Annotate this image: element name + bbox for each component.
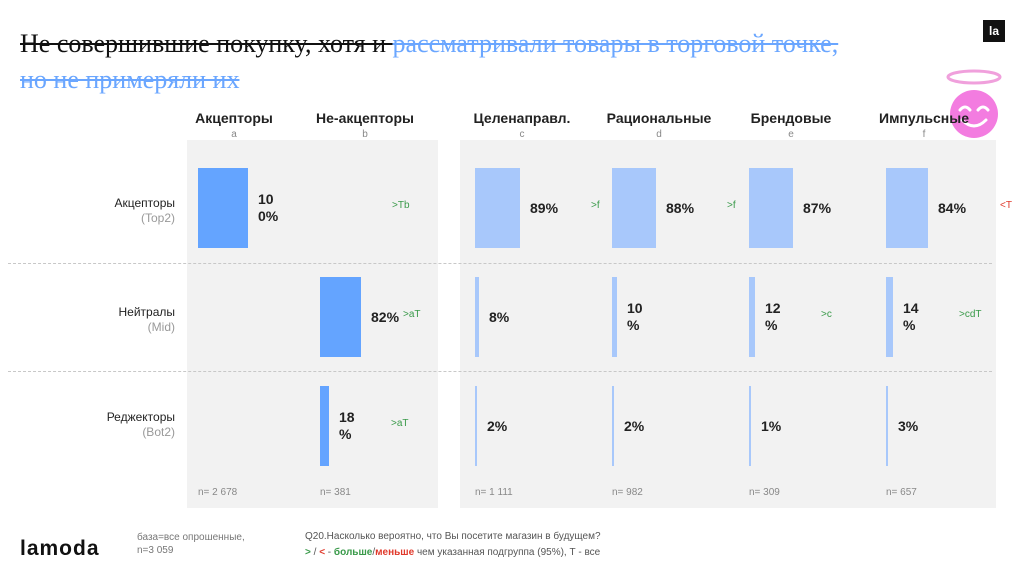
value-label: 8%: [489, 308, 510, 325]
value-label: 82%: [371, 308, 400, 325]
significance-marker: >f: [591, 200, 600, 211]
bar: [886, 277, 893, 357]
value-label: 1%: [761, 417, 782, 434]
row-divider: [8, 371, 992, 372]
value-label: 84%: [938, 199, 967, 216]
bar: [612, 168, 656, 248]
bar: [886, 168, 928, 248]
lamoda-logo: lamoda: [20, 537, 100, 560]
title-blue-part-2: но не примеряли их: [20, 65, 240, 94]
column-letter: e: [788, 129, 794, 140]
significance-marker: >aT: [403, 309, 421, 320]
title-dark-part: Не совершившие покупку, хотя и: [20, 29, 393, 58]
value-label: 3%: [898, 417, 919, 434]
row-label-sub: (Mid): [147, 320, 175, 334]
sample-size-label: n= 657: [886, 487, 917, 498]
row-divider: [8, 263, 992, 264]
bar: [475, 277, 479, 357]
significance-marker: <T: [1000, 200, 1012, 211]
bar: [320, 386, 329, 466]
bar: [198, 168, 248, 248]
sample-size-label: n= 381: [320, 487, 351, 498]
legend-sep: /: [310, 547, 320, 558]
bar: [475, 386, 477, 466]
column-letter: c: [519, 129, 525, 140]
row-label-neutrals: Нейтралы (Mid): [40, 305, 175, 335]
bar: [749, 277, 755, 357]
value-label: 88%: [666, 199, 695, 216]
column-header: Не-акцепторы: [316, 110, 414, 126]
row-label-rejectors: Реджекторы (Bot2): [40, 410, 175, 440]
row-label-main: Акцепторы: [114, 196, 176, 210]
legend-more: больше: [333, 547, 373, 558]
sample-size-label: n= 1 111: [475, 487, 513, 498]
value-label: 12%: [765, 300, 781, 333]
title-blue-part-1: рассматривали товары в торговой точке,: [392, 29, 839, 58]
legend-less: меньше: [375, 547, 415, 558]
sample-size-label: n= 2 678: [198, 487, 238, 498]
significance-legend: > / < - больше/меньше чем указанная подг…: [305, 547, 600, 558]
column-letter: d: [656, 129, 662, 140]
column-letter: a: [231, 129, 237, 140]
row-label-main: Нейтралы: [118, 305, 175, 319]
bar: [612, 277, 617, 357]
value-label: 14%: [903, 300, 919, 333]
significance-marker: >aT: [391, 418, 409, 429]
bar: [612, 386, 614, 466]
legend-dash: -: [325, 547, 334, 558]
bar: [320, 277, 361, 357]
base-line-1: база=все опрошенные,: [137, 532, 245, 543]
legend-gt: >: [305, 547, 311, 558]
legend-slash: /: [372, 547, 376, 558]
value-label: 18%: [339, 409, 355, 442]
significance-marker: >cdT: [959, 309, 982, 320]
legend-rest: чем указанная подгруппа (95%), Т - все: [414, 547, 601, 558]
angel-smiley-icon: [938, 66, 1008, 140]
column-letter: f: [922, 129, 926, 140]
column-header: Акцепторы: [195, 110, 273, 126]
la-logo-icon: la: [983, 20, 1005, 42]
question-text: Q20.Насколько вероятно, что Вы посетите …: [305, 531, 601, 542]
page-title: Не совершившие покупку, хотя и рассматри…: [20, 26, 960, 98]
row-label-acceptors: Акцепторы (Top2): [40, 196, 176, 226]
legend-lt: <: [319, 547, 326, 558]
bar: [749, 386, 751, 466]
sample-size-label: n= 982: [612, 487, 643, 498]
column-header: Импульсные: [879, 110, 969, 126]
row-label-sub: (Top2): [140, 211, 175, 225]
row-label-sub: (Bot2): [142, 425, 175, 439]
base-line-2: n=3 059: [137, 545, 174, 556]
column-letter: b: [362, 129, 368, 140]
value-label: 2%: [487, 417, 508, 434]
column-header: Целенаправл.: [473, 110, 571, 126]
value-label: 2%: [624, 417, 645, 434]
bar: [886, 386, 888, 466]
sample-size-label: n= 309: [749, 487, 780, 498]
value-label: 87%: [803, 199, 832, 216]
column-header: Рациональные: [606, 110, 712, 126]
bar: [475, 168, 520, 248]
value-label: 10 0%: [258, 191, 279, 224]
value-label: 89%: [530, 199, 559, 216]
value-label: 10%: [627, 300, 643, 333]
column-header: Брендовые: [750, 110, 832, 126]
significance-marker: >f: [727, 200, 736, 211]
significance-marker: >Tb: [392, 200, 410, 211]
base-note: база=все опрошенные, n=3 059: [137, 531, 277, 557]
row-label-main: Реджекторы: [106, 410, 175, 424]
bar: [749, 168, 793, 248]
significance-marker: >c: [821, 309, 832, 320]
